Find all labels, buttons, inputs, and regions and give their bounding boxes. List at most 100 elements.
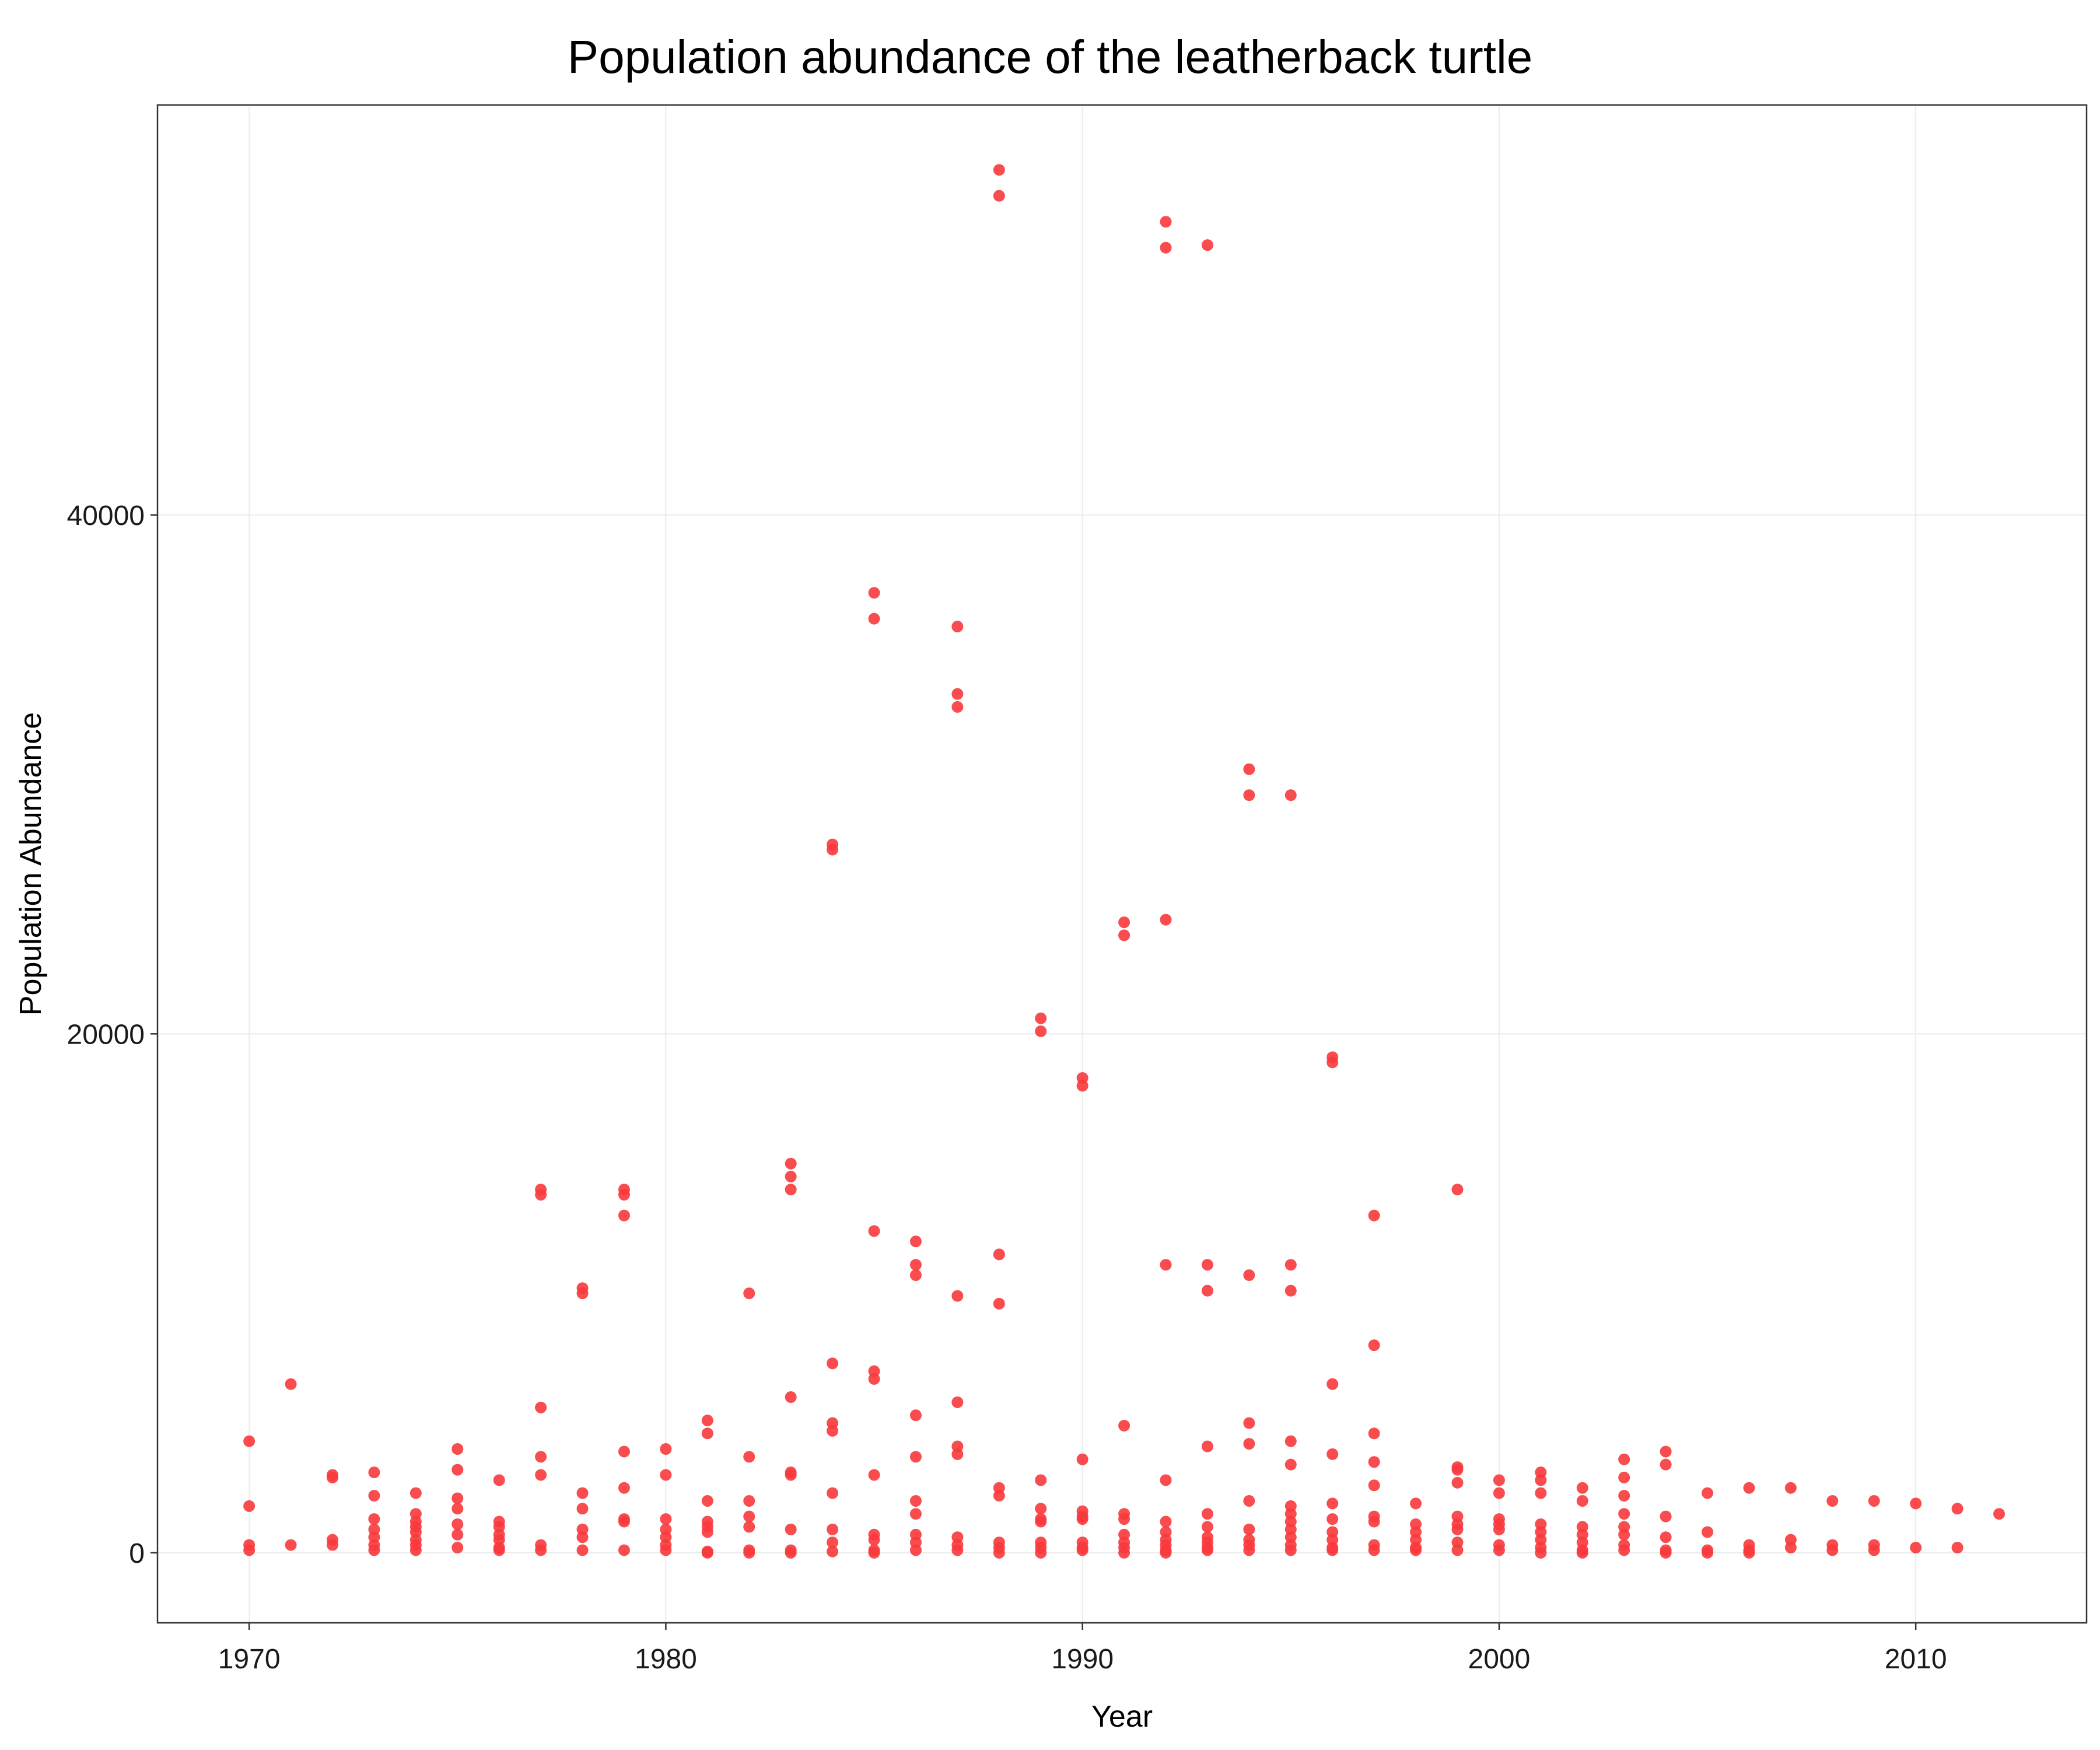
data-point xyxy=(1784,1542,1797,1554)
data-point xyxy=(868,1225,880,1237)
data-point xyxy=(951,1396,964,1408)
data-point xyxy=(1243,1438,1255,1450)
data-point xyxy=(452,1443,464,1455)
data-point xyxy=(1284,1458,1297,1471)
data-point xyxy=(1660,1510,1672,1522)
data-point xyxy=(785,1184,797,1196)
data-point xyxy=(827,1523,839,1535)
data-point xyxy=(993,1248,1005,1261)
data-point xyxy=(743,1287,755,1300)
data-point xyxy=(1035,1516,1047,1528)
data-point xyxy=(535,1189,547,1201)
data-point xyxy=(535,1401,547,1413)
data-point xyxy=(452,1542,464,1554)
data-point xyxy=(993,1297,1005,1310)
data-point xyxy=(1076,1080,1088,1092)
x-axis-ticks: 1970 1980 1990 2000 2010 xyxy=(218,1623,1947,1675)
data-point xyxy=(1160,1474,1172,1486)
data-point xyxy=(1284,789,1297,802)
data-point xyxy=(1076,1544,1088,1556)
data-point xyxy=(1660,1446,1672,1458)
data-point xyxy=(743,1546,755,1559)
data-point xyxy=(868,587,880,599)
data-point xyxy=(1451,1523,1464,1535)
data-point xyxy=(1493,1487,1505,1499)
data-points xyxy=(243,164,2006,1559)
data-point xyxy=(868,1373,880,1385)
data-point xyxy=(701,1427,713,1440)
data-point xyxy=(1493,1474,1505,1486)
data-point xyxy=(618,1446,630,1458)
y-axis-ticks: 0 20000 40000 xyxy=(67,501,158,1569)
data-point xyxy=(1368,1427,1380,1440)
data-point xyxy=(410,1544,422,1556)
data-point xyxy=(785,1523,797,1535)
data-point xyxy=(1035,1474,1047,1486)
data-point xyxy=(1493,1544,1505,1556)
data-point xyxy=(785,1391,797,1404)
data-point xyxy=(1284,1259,1297,1271)
data-point xyxy=(452,1518,464,1530)
x-tick-label: 2000 xyxy=(1468,1644,1531,1675)
data-point xyxy=(785,1170,797,1182)
data-point xyxy=(1243,1523,1255,1535)
data-point xyxy=(368,1544,380,1556)
data-point xyxy=(827,844,839,856)
data-point xyxy=(1910,1542,1922,1554)
data-point xyxy=(909,1508,922,1520)
data-point xyxy=(1951,1503,1964,1515)
data-point xyxy=(1160,242,1172,254)
data-point xyxy=(743,1451,755,1463)
data-point xyxy=(993,190,1005,202)
data-point xyxy=(1535,1474,1547,1486)
data-point xyxy=(618,1482,630,1494)
data-point xyxy=(1743,1482,1755,1494)
data-point xyxy=(827,1487,839,1499)
data-point xyxy=(868,612,880,625)
data-point xyxy=(1618,1544,1630,1556)
data-point xyxy=(452,1503,464,1515)
data-point xyxy=(1201,1508,1213,1520)
data-point xyxy=(1951,1542,1964,1554)
data-point xyxy=(1576,1546,1588,1559)
data-point xyxy=(576,1531,589,1544)
data-point xyxy=(1618,1471,1630,1483)
chart-title: Population abundance of the leatherback … xyxy=(567,31,1533,83)
data-point xyxy=(1201,1521,1213,1533)
data-point xyxy=(909,1259,922,1271)
data-point xyxy=(909,1409,922,1422)
data-point xyxy=(1160,1516,1172,1528)
data-point xyxy=(410,1487,422,1499)
data-point xyxy=(535,1544,547,1556)
data-point xyxy=(368,1466,380,1479)
data-point xyxy=(243,1544,256,1556)
data-point xyxy=(1368,1479,1380,1492)
data-point xyxy=(576,1487,589,1499)
data-point xyxy=(618,1189,630,1201)
data-point xyxy=(1243,1417,1255,1429)
data-point xyxy=(1076,1513,1088,1525)
data-point xyxy=(1410,1544,1422,1556)
data-point xyxy=(285,1378,297,1390)
data-point xyxy=(452,1528,464,1541)
data-point xyxy=(909,1544,922,1556)
data-point xyxy=(660,1513,672,1525)
y-tick-label: 20000 xyxy=(67,1019,145,1050)
data-point xyxy=(535,1451,547,1463)
data-point xyxy=(1660,1531,1672,1544)
data-point xyxy=(452,1492,464,1504)
data-point xyxy=(493,1544,505,1556)
data-point xyxy=(827,1357,839,1370)
data-point xyxy=(1243,1269,1255,1281)
data-point xyxy=(993,1546,1005,1559)
data-point xyxy=(1326,1544,1339,1556)
data-point xyxy=(951,688,964,700)
data-point xyxy=(1743,1546,1755,1559)
data-point xyxy=(743,1510,755,1522)
data-point xyxy=(1284,1435,1297,1447)
data-point xyxy=(1118,1546,1130,1559)
data-point xyxy=(660,1544,672,1556)
data-point xyxy=(1118,916,1130,929)
data-point xyxy=(1243,763,1255,775)
